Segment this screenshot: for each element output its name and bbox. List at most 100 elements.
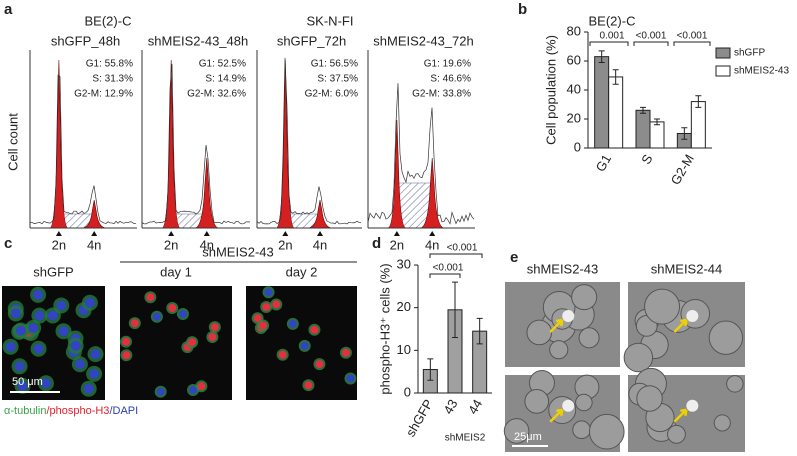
nucleus <box>168 303 177 312</box>
ploidy-marker <box>429 231 436 236</box>
stat-label: S: 31.3% <box>92 74 133 85</box>
y-axis-label: Cell population (%) <box>543 35 558 145</box>
g2-peak <box>194 157 219 229</box>
g1-peak <box>276 59 295 229</box>
bar <box>594 56 610 149</box>
plot-title: shMEIS2-43_48h <box>148 33 248 48</box>
significance-bracket <box>633 41 669 46</box>
nucleus <box>90 349 101 360</box>
group-label: shMEIS2-43 <box>202 244 274 259</box>
nucleus <box>156 387 165 396</box>
y-tick-label: 80 <box>567 23 581 38</box>
nucleus <box>210 323 219 332</box>
column-label: day 1 <box>160 264 192 279</box>
y-tick-label: 0 <box>574 139 581 154</box>
nucleus <box>253 314 262 323</box>
scale-label: 50 μm <box>12 376 43 388</box>
nucleus <box>5 341 16 352</box>
ploidy-label: 4n <box>200 237 214 252</box>
cell <box>708 320 744 355</box>
x-tick-label: 43 <box>440 397 460 417</box>
ploidy-label: 2n <box>390 237 404 252</box>
nucleus <box>40 378 51 389</box>
plot-title: shGFP_72h <box>277 33 346 48</box>
nucleus <box>262 303 271 312</box>
g2-peak <box>82 199 107 229</box>
column-label: shMEIS2-43 <box>527 261 599 276</box>
nucleus <box>122 337 131 346</box>
y-tick-label: 20 <box>567 110 581 125</box>
nucleus <box>17 380 28 391</box>
stat-label: G2-M: 12.9% <box>74 89 133 100</box>
nucleus <box>310 325 319 334</box>
cell <box>588 413 625 450</box>
nucleus <box>346 374 355 383</box>
plot-title: shMEIS2-43_72h <box>373 33 473 48</box>
ploidy-label: 2n <box>52 237 66 252</box>
cell <box>526 319 553 346</box>
nucleus <box>152 312 161 321</box>
significance-label: <0.001 <box>433 263 464 274</box>
nucleus <box>278 350 287 359</box>
stat-label: S: 46.6% <box>430 74 471 85</box>
cell <box>575 393 593 412</box>
group-title: BE(2)-C <box>85 13 132 28</box>
nucleus <box>122 351 131 360</box>
significance-bracket <box>673 41 711 46</box>
significance-label: <0.001 <box>677 31 708 42</box>
nucleus <box>304 381 313 390</box>
nucleus <box>56 300 67 311</box>
y-tick-label: 40 <box>567 81 581 96</box>
significance-label: <0.001 <box>447 243 478 254</box>
panel-label: e <box>510 249 518 266</box>
y-tick-label: 30 <box>397 256 411 271</box>
nucleus <box>58 326 69 337</box>
cell <box>636 385 663 412</box>
scale-label: 25μm <box>514 431 542 443</box>
nucleus <box>146 293 155 302</box>
cell <box>726 375 744 393</box>
panel-label: b <box>518 1 527 18</box>
chart-title: BE(2)-C <box>589 13 636 28</box>
error-bar <box>695 95 702 108</box>
y-axis-label: phospho-H3⁺ cells (%) <box>377 263 392 394</box>
mitotic-cell <box>686 399 699 412</box>
nucleus <box>197 382 206 391</box>
nucleus <box>341 348 350 357</box>
significance-bracket <box>429 253 483 258</box>
cell <box>571 284 598 311</box>
mitotic-cell <box>562 310 575 322</box>
ploidy-label: 4n <box>313 237 327 252</box>
x-tick-label: G1 <box>593 152 615 175</box>
legend-label: shMEIS2-43 <box>734 66 789 77</box>
x-tick-label: 44 <box>465 397 485 417</box>
y-axis-label: Cell count <box>5 113 20 171</box>
error-bar <box>640 106 646 114</box>
cell <box>524 389 550 414</box>
legend-swatch <box>715 47 731 59</box>
stain-legend: α-tubulin/phospho-H3/DAPI <box>4 405 138 417</box>
x-tick-label: S <box>638 151 655 166</box>
arrow <box>549 408 564 423</box>
stain-name: α-tubulin <box>4 405 46 417</box>
nucleus <box>178 309 187 318</box>
arrow <box>673 408 688 423</box>
panel-label: c <box>4 235 12 252</box>
cell <box>644 288 681 325</box>
cell <box>578 327 600 349</box>
stat-label: G1: 56.5% <box>311 59 358 70</box>
nucleus <box>189 386 198 395</box>
ploidy-marker <box>282 231 289 236</box>
error-bar <box>476 317 483 345</box>
nucleus <box>208 333 217 342</box>
y-tick-label: 20 <box>397 299 411 314</box>
column-label: shMEIS2-44 <box>651 261 723 276</box>
y-tick-label: 60 <box>567 52 581 67</box>
significance-label: <0.001 <box>636 31 667 42</box>
nucleus <box>33 289 44 300</box>
nucleus <box>74 359 85 370</box>
nucleus <box>10 308 21 319</box>
y-tick-label: 10 <box>397 342 411 357</box>
nucleus <box>315 360 324 369</box>
